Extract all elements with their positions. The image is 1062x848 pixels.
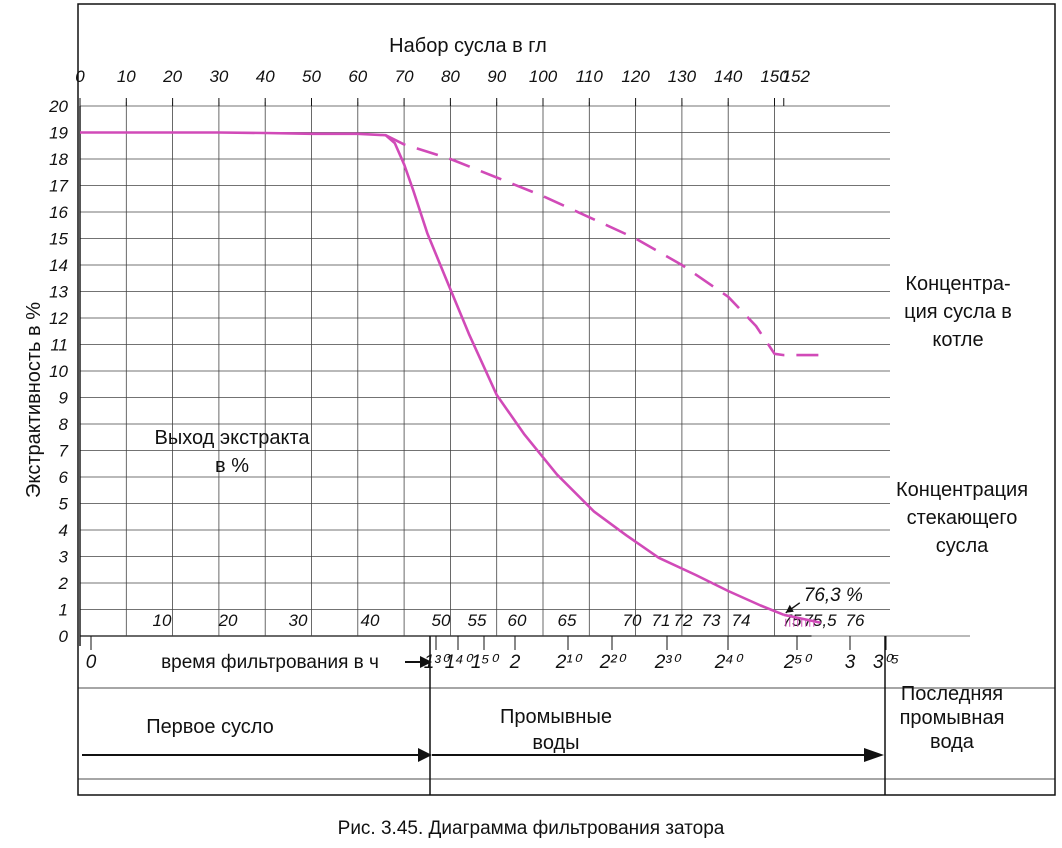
top-tick-label: 140 [714, 67, 743, 86]
endpoint-label: 76,3 % [804, 585, 863, 606]
phase-label: вода [930, 731, 975, 753]
time-minute-tick-label: 71 [652, 611, 671, 630]
y-tick-label: 10 [49, 362, 68, 381]
y-tick-label: 7 [59, 442, 69, 461]
time-hour-tick-label: 2²⁰ [599, 652, 627, 673]
y-tick-label: 2 [58, 574, 69, 593]
time-hour-tick-label: 1⁴⁰ [445, 652, 474, 673]
annotation-runoff: сусла [936, 535, 989, 557]
time-minute-tick-label: 40 [361, 611, 380, 630]
time-hour-tick-label: 2³⁰ [654, 652, 682, 673]
y-tick-label: 3 [59, 548, 69, 567]
time-minute-tick-label: 73 [702, 611, 721, 630]
y-tick-label: 12 [49, 309, 68, 328]
time-hour-tick-label: 3⁰⁵ [873, 652, 899, 673]
phase-label: Последняя [901, 683, 1003, 705]
last-wash-tail [783, 613, 822, 625]
top-axis-label: Набор сусла в гл [389, 35, 547, 57]
top-tick-label: 0 [75, 67, 85, 86]
time-hour-tick-label: 3 [845, 652, 856, 673]
top-tick-label: 90 [487, 67, 506, 86]
phase-arrowhead [418, 748, 432, 762]
y-tick-label: 6 [59, 468, 69, 487]
phase-label: Промывные [500, 706, 612, 728]
y-tick-label: 16 [49, 203, 68, 222]
time-minute-tick-label: 76 [846, 611, 865, 630]
time-hour-tick-label: 2⁴⁰ [714, 652, 744, 673]
y-tick-label: 0 [59, 627, 69, 646]
annotation-kettle: котле [932, 329, 983, 351]
time-minute-tick-label: 50 [432, 611, 451, 630]
time-axis-arrowhead [420, 656, 432, 668]
figure-caption: Рис. 3.45. Диаграмма фильтрования затора [337, 818, 725, 839]
kettle-concentration-series [385, 134, 821, 357]
top-tick-label: 40 [256, 67, 275, 86]
y-axis-label: Экстрактивность в % [23, 302, 45, 498]
top-tick-label: 152 [782, 67, 811, 86]
runoff-concentration-series [80, 131, 785, 617]
annotation-kettle: Концентра- [905, 273, 1010, 295]
time-minute-tick-label: 70 [623, 611, 642, 630]
y-tick-label: 9 [59, 389, 69, 408]
annotation-yield: в % [215, 455, 249, 477]
plot-frame [77, 3, 1056, 796]
time-minute-tick-label: 10 [153, 611, 172, 630]
annotation-yield: Выход экстракта [154, 427, 310, 449]
annotation-runoff: стекающего [907, 507, 1018, 529]
y-tick-label: 13 [49, 283, 68, 302]
time-minute-tick-label: 72 [674, 611, 693, 630]
top-tick-label: 120 [621, 67, 650, 86]
time-hour-tick-label: 0 [86, 652, 97, 673]
time-minute-tick-label: 30 [289, 611, 308, 630]
time-axis-label: время фильтрования в ч [161, 652, 379, 673]
time-minute-tick-label: 55 [468, 611, 487, 630]
time-hour-tick-label: 2¹⁰ [555, 652, 583, 673]
time-minute-tick-label: 20 [218, 611, 238, 630]
top-tick-label: 60 [348, 67, 367, 86]
top-tick-label: 150 [760, 67, 789, 86]
phase-label: воды [532, 732, 579, 754]
time-minute-tick-label: 75,5 [803, 611, 837, 630]
y-tick-label: 17 [49, 177, 68, 196]
y-tick-label: 5 [59, 495, 69, 514]
top-tick-label: 50 [302, 67, 321, 86]
top-tick-label: 110 [576, 67, 604, 86]
top-tick-label: 20 [162, 67, 182, 86]
time-hour-tick-label: 2 [509, 652, 521, 673]
annotation-runoff: Концентрация [896, 479, 1028, 501]
y-tick-label: 4 [59, 521, 68, 540]
phase-label: Первое сусло [146, 716, 274, 738]
phase-label: промывная [900, 707, 1005, 729]
annotation-kettle: ция сусла в [904, 301, 1012, 323]
time-hour-tick-label: 2⁵⁰ [783, 652, 813, 673]
y-tick-label: 18 [49, 150, 68, 169]
y-tick-label: 20 [48, 97, 68, 116]
top-tick-label: 130 [668, 67, 697, 86]
top-tick-label: 30 [209, 67, 228, 86]
y-tick-label: 14 [49, 256, 68, 275]
endpoint-arrowhead [785, 604, 794, 613]
top-tick-label: 10 [117, 67, 136, 86]
time-hour-tick-label: 1⁵⁰ [471, 652, 500, 673]
time-minute-tick-label: 60 [508, 611, 527, 630]
y-tick-label: 8 [59, 415, 69, 434]
y-tick-label: 15 [49, 230, 68, 249]
y-tick-label: 1 [59, 601, 68, 620]
top-tick-label: 80 [441, 67, 460, 86]
top-tick-label: 70 [395, 67, 414, 86]
phase-arrowhead [864, 748, 884, 762]
y-tick-label: 19 [49, 124, 68, 143]
time-minute-tick-label: 74 [732, 611, 751, 630]
top-tick-label: 100 [529, 67, 558, 86]
y-tick-label: 11 [50, 336, 68, 355]
time-minute-tick-label: 65 [558, 611, 577, 630]
